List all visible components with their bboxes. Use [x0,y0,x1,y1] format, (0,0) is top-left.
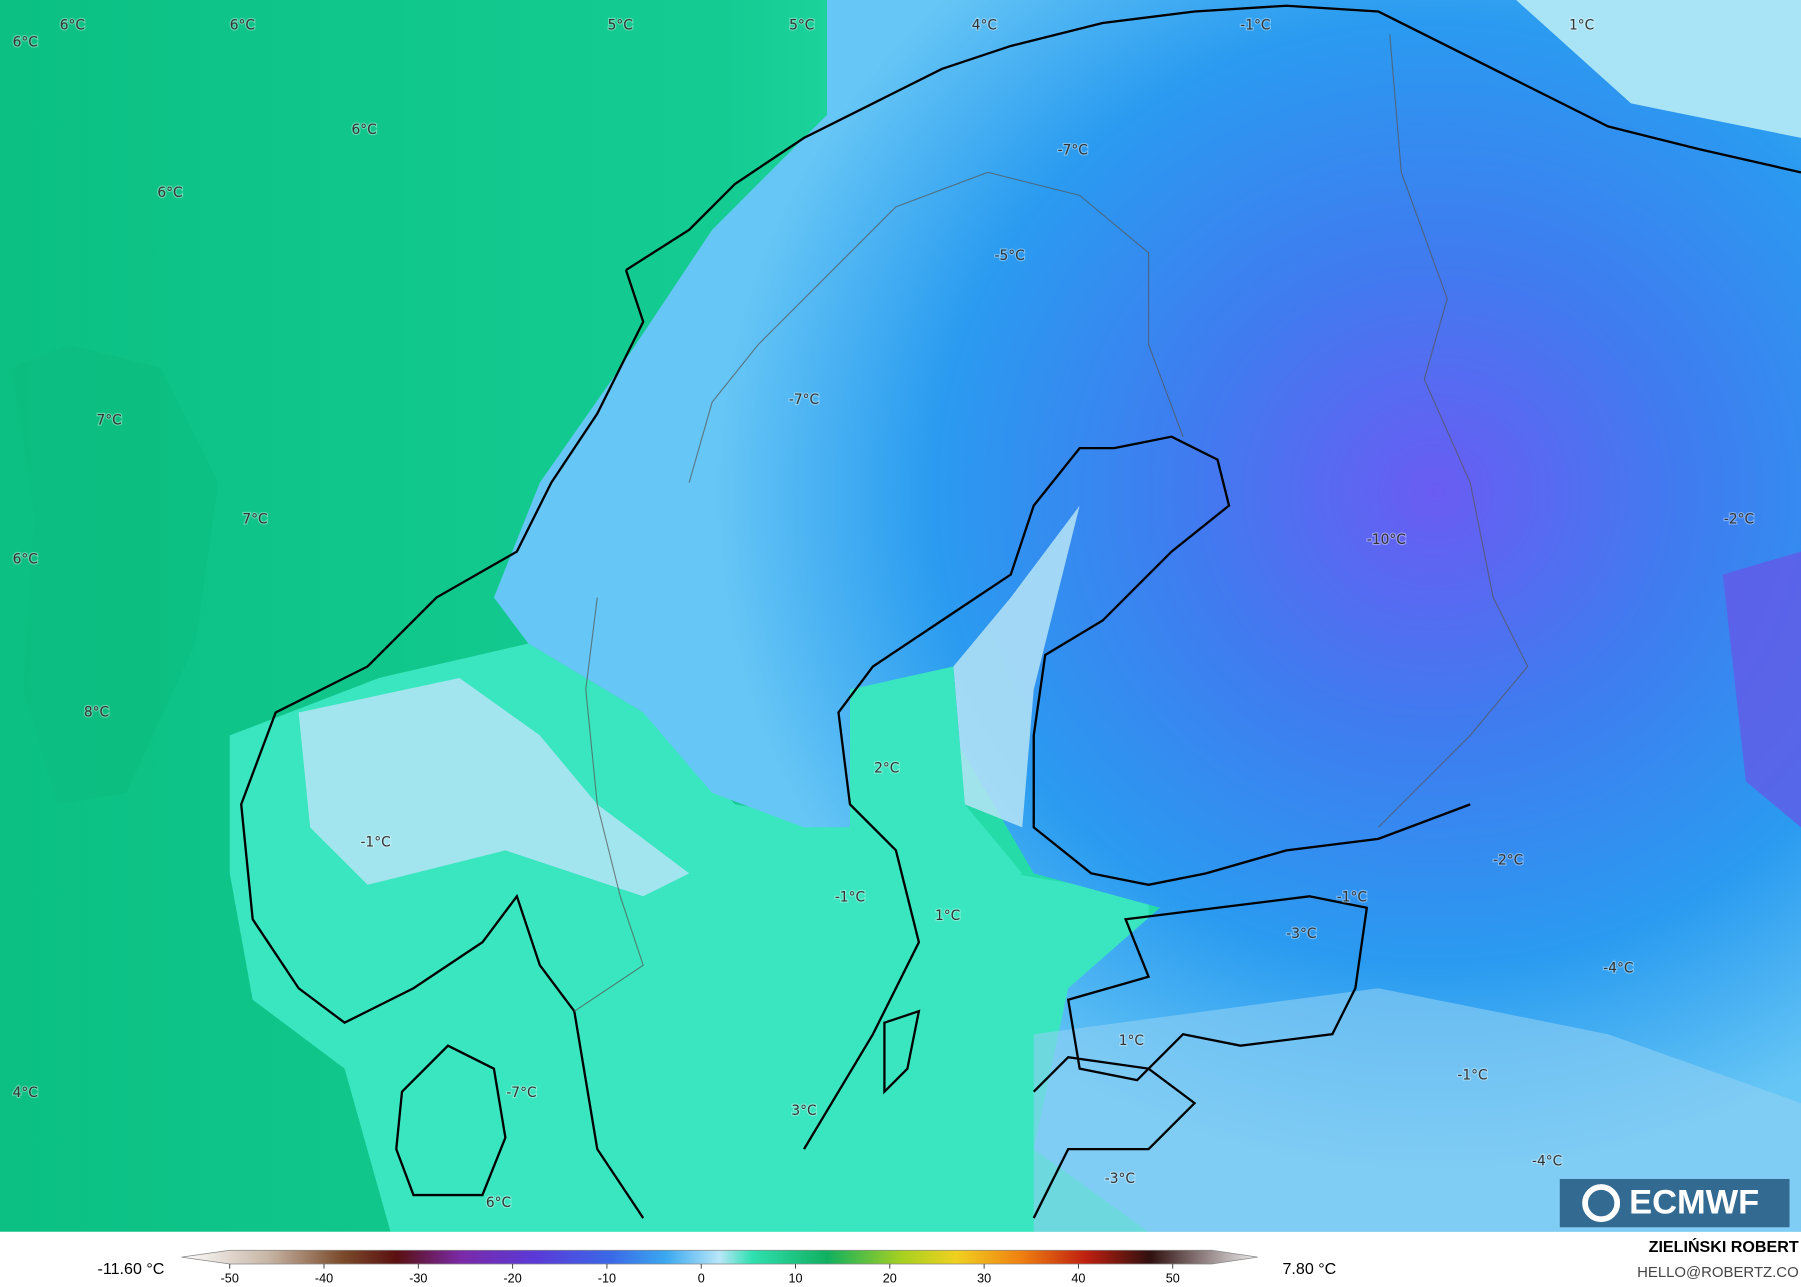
temperature-label: -1°C [1337,889,1367,905]
colorbar-tick-label: 40 [1071,1271,1085,1285]
temperature-label: 1°C [1119,1033,1144,1049]
temperature-label: 1°C [935,908,960,924]
temperature-label: 6°C [486,1195,511,1211]
temperature-label: 3°C [791,1103,816,1119]
temperature-label: 8°C [84,704,109,720]
mountain-cool [298,677,690,897]
temperature-label: 5°C [608,17,633,33]
colorbar-tick-label: -40 [315,1271,333,1285]
temperature-label: -2°C [1493,853,1523,869]
temperature-label: -5°C [995,248,1025,264]
logo-text: ECMWF [1629,1183,1759,1221]
map [0,0,1801,1232]
temperature-label: 5°C [789,17,814,33]
baltic [849,666,1023,943]
baltics-land [1033,988,1801,1232]
gulf-cool [953,505,1080,828]
colorbar-tick-label: -20 [503,1271,521,1285]
borders [573,34,1529,1012]
logo: ECMWF [1559,1178,1790,1228]
colorbar-tick-label: -30 [409,1271,427,1285]
footer: -11.60 °C 7.80 °C ZIELIŃSKI ROBERT HELLO… [0,1231,1801,1287]
cold-core-east [1722,551,1801,828]
temperature-label: 2°C [874,761,899,777]
temperature-label: 1°C [1569,17,1594,33]
temperature-label: -1°C [360,834,390,850]
temperature-label: 6°C [157,185,182,201]
temperature-label: -2°C [1724,511,1754,527]
colorbar-tick-label: 0 [698,1271,705,1285]
colorbar-tick-label: 20 [883,1271,897,1285]
temperature-label: -10°C [1367,532,1406,548]
temperature-label: 4°C [972,17,997,33]
temperature-label: 6°C [351,122,376,138]
colorbar-max: 7.80 °C [1283,1260,1337,1278]
temperature-label: 6°C [13,35,38,51]
colorbar-tick-label: -10 [598,1271,616,1285]
temperature-label: 6°C [230,17,255,33]
temperature-labels: 6°C 6°C 6°C 5°C 5°C 4°C -1°C 1°C 6°C 6°C -7°C -5°C 7… [11,16,1755,1212]
temperature-label: -1°C [835,889,865,905]
email: HELLO@ROBERTZ.CO [1637,1264,1799,1281]
temperature-label: 6°C [60,17,85,33]
temperature-label: -7°C [506,1085,536,1101]
temperature-label: -4°C [1603,961,1633,977]
temperature-label: 7°C [96,413,121,429]
temperature-label: -4°C [1532,1154,1562,1170]
colorbar-tick-label: 50 [1166,1271,1180,1285]
cold-edge [1516,0,1801,138]
temperature-label: 6°C [13,552,38,568]
temperature-label: -3°C [1105,1171,1135,1187]
temperature-label: 4°C [13,1085,38,1101]
colorbar-tick-label: 30 [977,1271,991,1285]
temperature-label: -7°C [1058,143,1088,159]
colorbar-min: -11.60 °C [97,1260,164,1278]
cold-zone [493,0,1801,1232]
temperature-label: -1°C [1240,17,1270,33]
colorbar-tick-label: -50 [221,1271,239,1285]
temperature-label: -7°C [789,392,819,408]
author: ZIELIŃSKI ROBERT [1649,1237,1799,1256]
warm-zone [11,344,219,805]
coastlines [240,4,1801,1219]
colorbar [181,1249,1258,1265]
temperature-label: 7°C [242,511,267,527]
colorbar-tick-label: 10 [788,1271,802,1285]
temperature-label: -1°C [1457,1068,1487,1084]
temperature-label: -3°C [1286,926,1316,942]
logo-icon [1582,1184,1621,1223]
